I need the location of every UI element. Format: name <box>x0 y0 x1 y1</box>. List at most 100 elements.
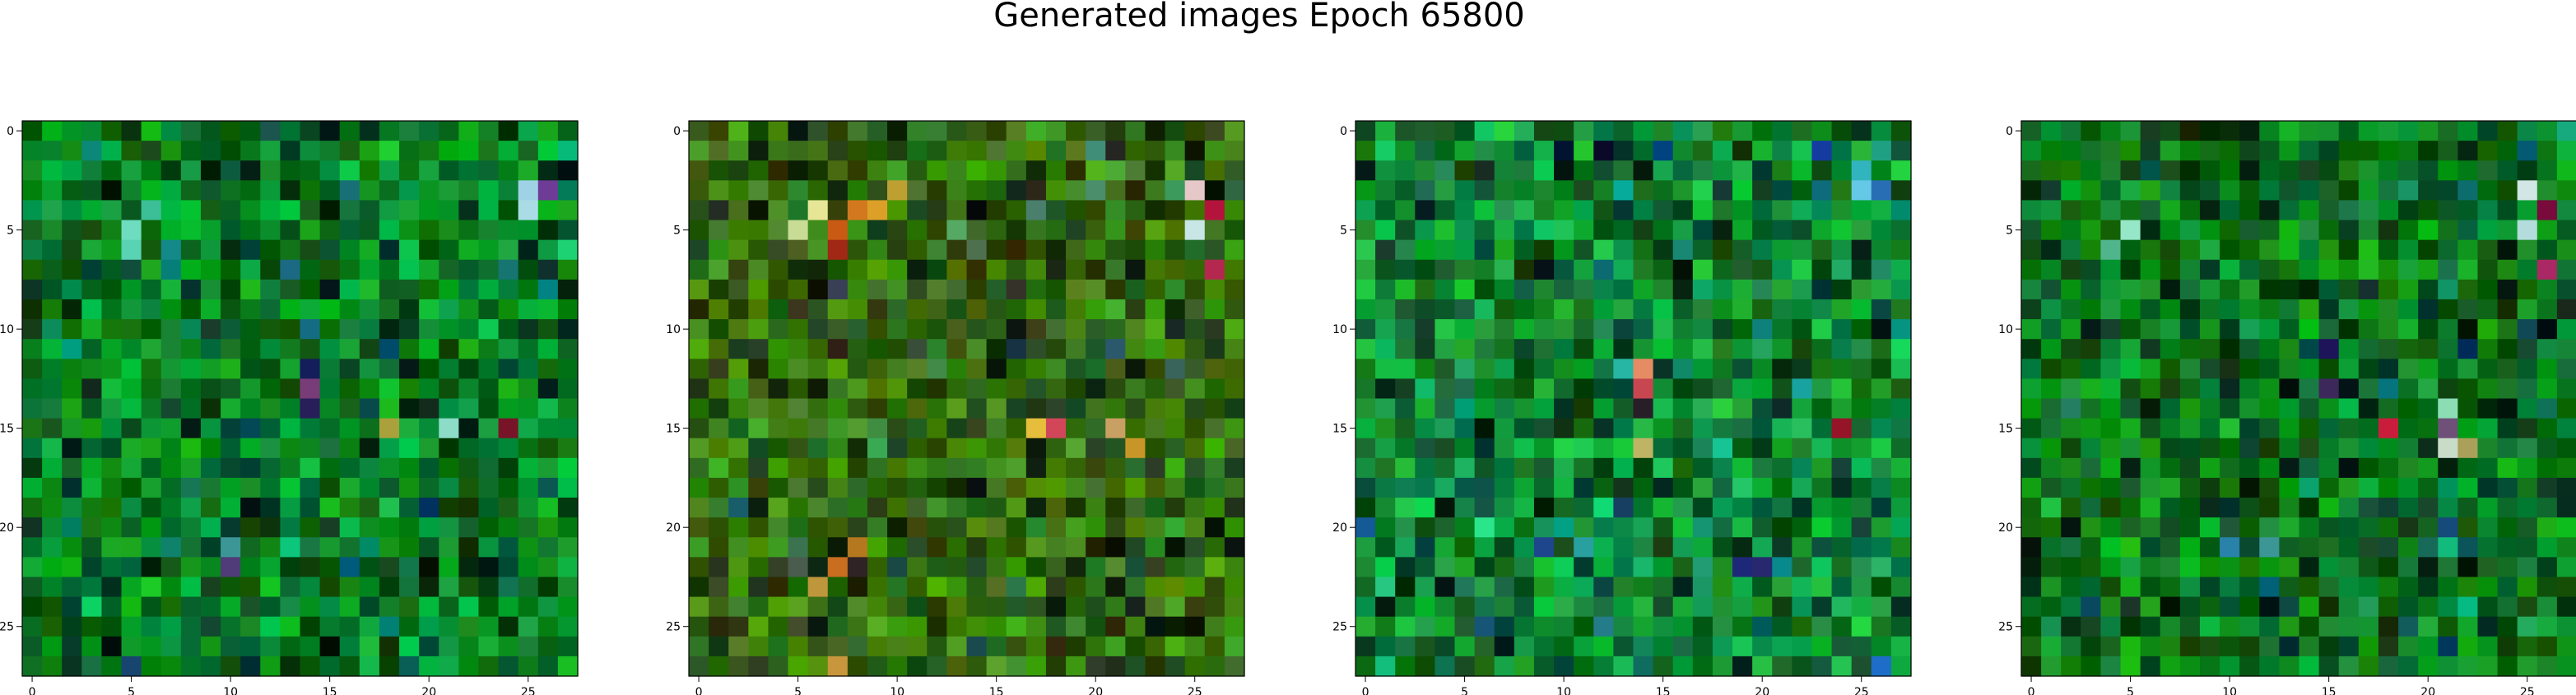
pixel-cell <box>101 656 123 677</box>
pixel-cell <box>1204 180 1225 202</box>
pixel-cell <box>458 299 480 320</box>
pixel-cell <box>2179 299 2201 320</box>
pixel-cell <box>200 577 221 598</box>
pixel-cell <box>807 160 829 181</box>
pixel-cell <box>2199 220 2220 241</box>
pixel-cell <box>867 498 888 518</box>
pixel-cell <box>2378 160 2399 181</box>
pixel-cell <box>439 200 459 221</box>
pixel-cell <box>141 537 162 558</box>
pixel-cell <box>1574 200 1594 221</box>
pixel-cell <box>2279 279 2300 300</box>
pixel-cell <box>478 596 500 618</box>
pixel-cell <box>1653 457 1674 479</box>
pixel-cell <box>788 319 809 340</box>
pixel-cell <box>689 438 709 459</box>
pixel-cell <box>1752 418 1773 439</box>
pixel-cell <box>1772 299 1793 320</box>
pixel-cell <box>1732 200 1753 221</box>
pixel-cell <box>1792 339 1813 359</box>
pixel-cell <box>946 141 968 161</box>
pixel-cell <box>359 200 380 221</box>
pixel-cell <box>1454 418 1476 439</box>
pixel-cell <box>1692 537 1713 558</box>
pixel-cell <box>2021 477 2042 498</box>
pixel-cell <box>1533 616 1555 637</box>
pixel-cell <box>2041 577 2062 598</box>
pixel-cell <box>1184 517 1206 538</box>
pixel-cell <box>2318 239 2340 261</box>
pixel-cell <box>2239 359 2260 379</box>
pixel-cell <box>2418 359 2439 379</box>
pixel-cell <box>867 418 888 439</box>
pixel-cell <box>2318 180 2340 202</box>
pixel-cell <box>1890 339 1912 359</box>
pixel-cell <box>966 656 988 677</box>
pixel-cell <box>1871 180 1892 202</box>
pixel-cell <box>280 239 301 261</box>
pixel-cell <box>1105 180 1126 202</box>
pixel-cell <box>1006 418 1027 439</box>
pixel-cell <box>1533 239 1555 261</box>
pixel-cell <box>180 121 202 141</box>
pixel-cell <box>537 577 559 598</box>
pixel-cell <box>2418 279 2439 300</box>
pixel-cell <box>2358 160 2379 181</box>
pixel-cell <box>2497 557 2518 578</box>
pixel-cell <box>1025 616 1047 637</box>
pixel-cell <box>439 299 459 320</box>
pixel-cell <box>1045 239 1067 261</box>
pixel-cell <box>458 200 480 221</box>
pixel-cell <box>2556 359 2576 379</box>
pixel-cell <box>537 498 559 518</box>
pixel-cell <box>1086 239 1106 261</box>
pixel-cell <box>1672 457 1694 479</box>
pixel-cell <box>1165 378 1186 400</box>
pixel-cell <box>2239 319 2260 340</box>
pixel-cell <box>1395 299 1416 320</box>
pixel-cell <box>2556 160 2576 181</box>
pixel-cell <box>439 141 459 161</box>
pixel-cell <box>2279 418 2300 439</box>
pixel-cell <box>518 259 539 280</box>
pixel-cell <box>788 398 809 419</box>
pixel-cell <box>121 636 142 657</box>
pixel-cell <box>160 259 182 280</box>
pixel-cell <box>379 557 400 578</box>
pixel-cell <box>2081 438 2102 459</box>
pixel-cell <box>2438 636 2458 657</box>
pixel-cell <box>1086 259 1106 280</box>
pixel-cell <box>1653 498 1674 518</box>
pixel-cell <box>160 239 182 261</box>
pixel-cell <box>2199 121 2220 141</box>
pixel-cell <box>180 577 202 598</box>
pixel-cell <box>260 656 281 677</box>
pixel-cell <box>867 378 888 400</box>
pixel-cell <box>1533 180 1555 202</box>
pixel-cell <box>748 319 770 340</box>
pixel-cell <box>1145 160 1166 181</box>
pixel-cell <box>359 498 380 518</box>
pixel-cell <box>359 359 380 379</box>
pixel-cell <box>42 517 63 538</box>
pixel-cell <box>2220 220 2240 241</box>
pixel-cell <box>927 141 947 161</box>
pixel-cell <box>2021 220 2042 241</box>
pixel-cell <box>709 398 729 419</box>
pixel-cell <box>2199 319 2220 340</box>
pixel-cell <box>748 498 770 518</box>
x-tick-label: 15 <box>989 686 1004 695</box>
pixel-cell <box>1454 498 1476 518</box>
pixel-cell <box>2220 239 2240 261</box>
pixel-cell <box>180 239 202 261</box>
pixel-cell <box>1415 121 1436 141</box>
pixel-cell <box>359 577 380 598</box>
pixel-cell <box>62 596 82 618</box>
pixel-cell <box>2120 279 2141 300</box>
pixel-cell <box>22 378 43 400</box>
pixel-cell <box>2120 537 2141 558</box>
pixel-cell <box>1752 359 1773 379</box>
pixel-cell <box>439 537 459 558</box>
pixel-cell <box>887 378 908 400</box>
pixel-cell <box>1514 160 1535 181</box>
